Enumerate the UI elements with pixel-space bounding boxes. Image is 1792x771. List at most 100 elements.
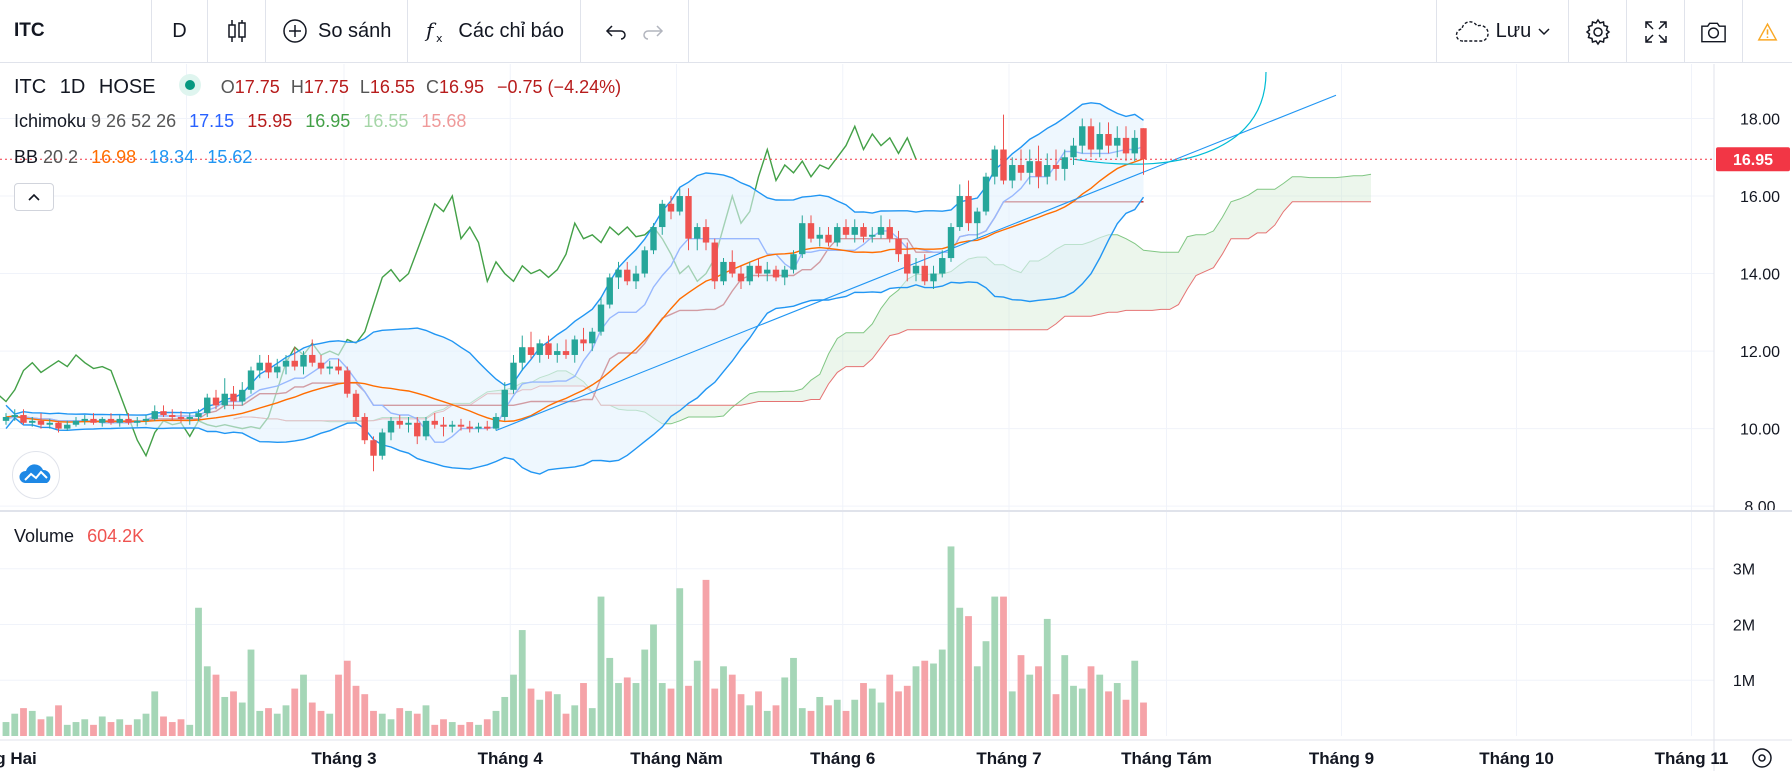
- candle: [536, 339, 543, 363]
- volume-bar: [256, 710, 264, 736]
- candle: [869, 227, 876, 243]
- candle: [606, 273, 613, 309]
- candle-body: [422, 420, 430, 437]
- candle-body: [46, 422, 53, 425]
- bb-legend[interactable]: BB 20 2 16.98 18.34 15.62: [14, 147, 252, 168]
- candle: [545, 335, 552, 359]
- volume-bar: [1017, 655, 1025, 736]
- candle: [195, 409, 202, 421]
- collapse-legend-button[interactable]: [14, 183, 54, 211]
- volume-bar: [1096, 674, 1104, 736]
- market-status-dot[interactable]: [179, 74, 202, 96]
- candle-body: [186, 416, 193, 419]
- candle-body: [571, 339, 578, 355]
- chart-canvas[interactable]: 16.95 8.00 10.00 12.00 14.00 16.00 18.00 1M 2M 3…: [0, 64, 1792, 771]
- cloud-wave-logo-icon: [19, 464, 51, 483]
- volume-bar: [868, 688, 876, 736]
- candle-body: [90, 418, 97, 423]
- candle-body: [335, 366, 342, 371]
- candle: [221, 378, 228, 410]
- save-button[interactable]: Lưu: [1436, 0, 1568, 63]
- candle: [702, 219, 710, 251]
- volume-legend[interactable]: Volume 604.2K: [14, 526, 144, 547]
- time-axis-label: g Hai: [0, 749, 37, 768]
- compare-label: So sánh: [318, 19, 392, 42]
- candle: [624, 261, 631, 286]
- volume-bar: [1078, 688, 1086, 736]
- gear-icon: [1752, 748, 1772, 768]
- candle: [1026, 149, 1033, 185]
- candle: [904, 242, 911, 282]
- candle-body: [676, 196, 683, 212]
- candle: [772, 265, 780, 282]
- undo-icon[interactable]: [603, 21, 627, 41]
- candle: [1079, 118, 1086, 154]
- volume-tick-label: 3M: [1733, 562, 1755, 579]
- price-tick-label: 8.00: [1744, 499, 1775, 516]
- candle: [956, 184, 963, 231]
- candle-body: [895, 238, 902, 255]
- candle: [1009, 157, 1016, 189]
- fullscreen-icon: [1644, 20, 1667, 43]
- legend-low-label: L: [359, 77, 370, 97]
- candle: [309, 339, 316, 367]
- volume-bar: [422, 705, 430, 736]
- candle: [650, 223, 657, 255]
- candle-body: [825, 234, 832, 243]
- symbol-search-button[interactable]: ITC: [0, 0, 152, 63]
- volume-bar: [842, 710, 850, 736]
- ichimoku-label: Ichimoku: [14, 111, 87, 131]
- volume-bar: [658, 683, 666, 736]
- volume-bar: [475, 724, 482, 736]
- candle-body: [195, 413, 202, 417]
- volume-bar: [46, 716, 54, 736]
- ichimoku-legend[interactable]: Ichimoku 9 26 52 26 17.15 15.95 16.95 16…: [14, 111, 466, 132]
- bb-value-basis: 16.98: [91, 147, 137, 167]
- candle-body: [431, 420, 438, 425]
- candle: [274, 358, 281, 379]
- fullscreen-button[interactable]: [1626, 0, 1684, 63]
- candle-body: [300, 354, 307, 367]
- candle-body: [344, 370, 351, 394]
- candle-body: [396, 420, 403, 425]
- chart-type-button[interactable]: [208, 0, 266, 63]
- volume-bar: [1140, 702, 1147, 736]
- volume-bar: [177, 719, 185, 736]
- candle-body: [667, 203, 675, 212]
- candle-body: [309, 354, 316, 363]
- volume-tick-label: 1M: [1733, 673, 1755, 690]
- candle-body: [177, 416, 185, 419]
- interval-button[interactable]: D: [152, 0, 208, 63]
- candle: [1044, 153, 1051, 185]
- candle: [842, 219, 850, 239]
- candle: [265, 354, 272, 379]
- broker-logo[interactable]: [12, 451, 60, 499]
- compare-button[interactable]: So sánh: [266, 0, 409, 63]
- candle: [519, 335, 526, 371]
- candle-body: [501, 389, 508, 417]
- settings-button[interactable]: [1568, 0, 1626, 63]
- candle: [1070, 137, 1077, 166]
- volume-bar: [860, 683, 867, 736]
- candle: [597, 296, 605, 336]
- candle-body: [55, 422, 62, 429]
- candle-body: [842, 227, 850, 235]
- volume-bar: [1026, 674, 1034, 736]
- candle-body: [554, 351, 561, 355]
- candle: [527, 331, 535, 359]
- candle: [37, 413, 45, 429]
- candle: [81, 415, 88, 425]
- warning-button[interactable]: [1742, 0, 1792, 63]
- candle-body: [20, 415, 27, 423]
- candle-body: [151, 411, 158, 419]
- volume-bar: [1008, 691, 1016, 736]
- volume-bar: [370, 710, 377, 736]
- redo-icon[interactable]: [642, 21, 666, 41]
- volume-bar: [230, 691, 237, 736]
- gear-icon: [1585, 18, 1610, 45]
- volume-bar: [632, 683, 640, 736]
- snapshot-button[interactable]: [1684, 0, 1742, 63]
- candle: [982, 172, 990, 216]
- candle: [484, 420, 491, 431]
